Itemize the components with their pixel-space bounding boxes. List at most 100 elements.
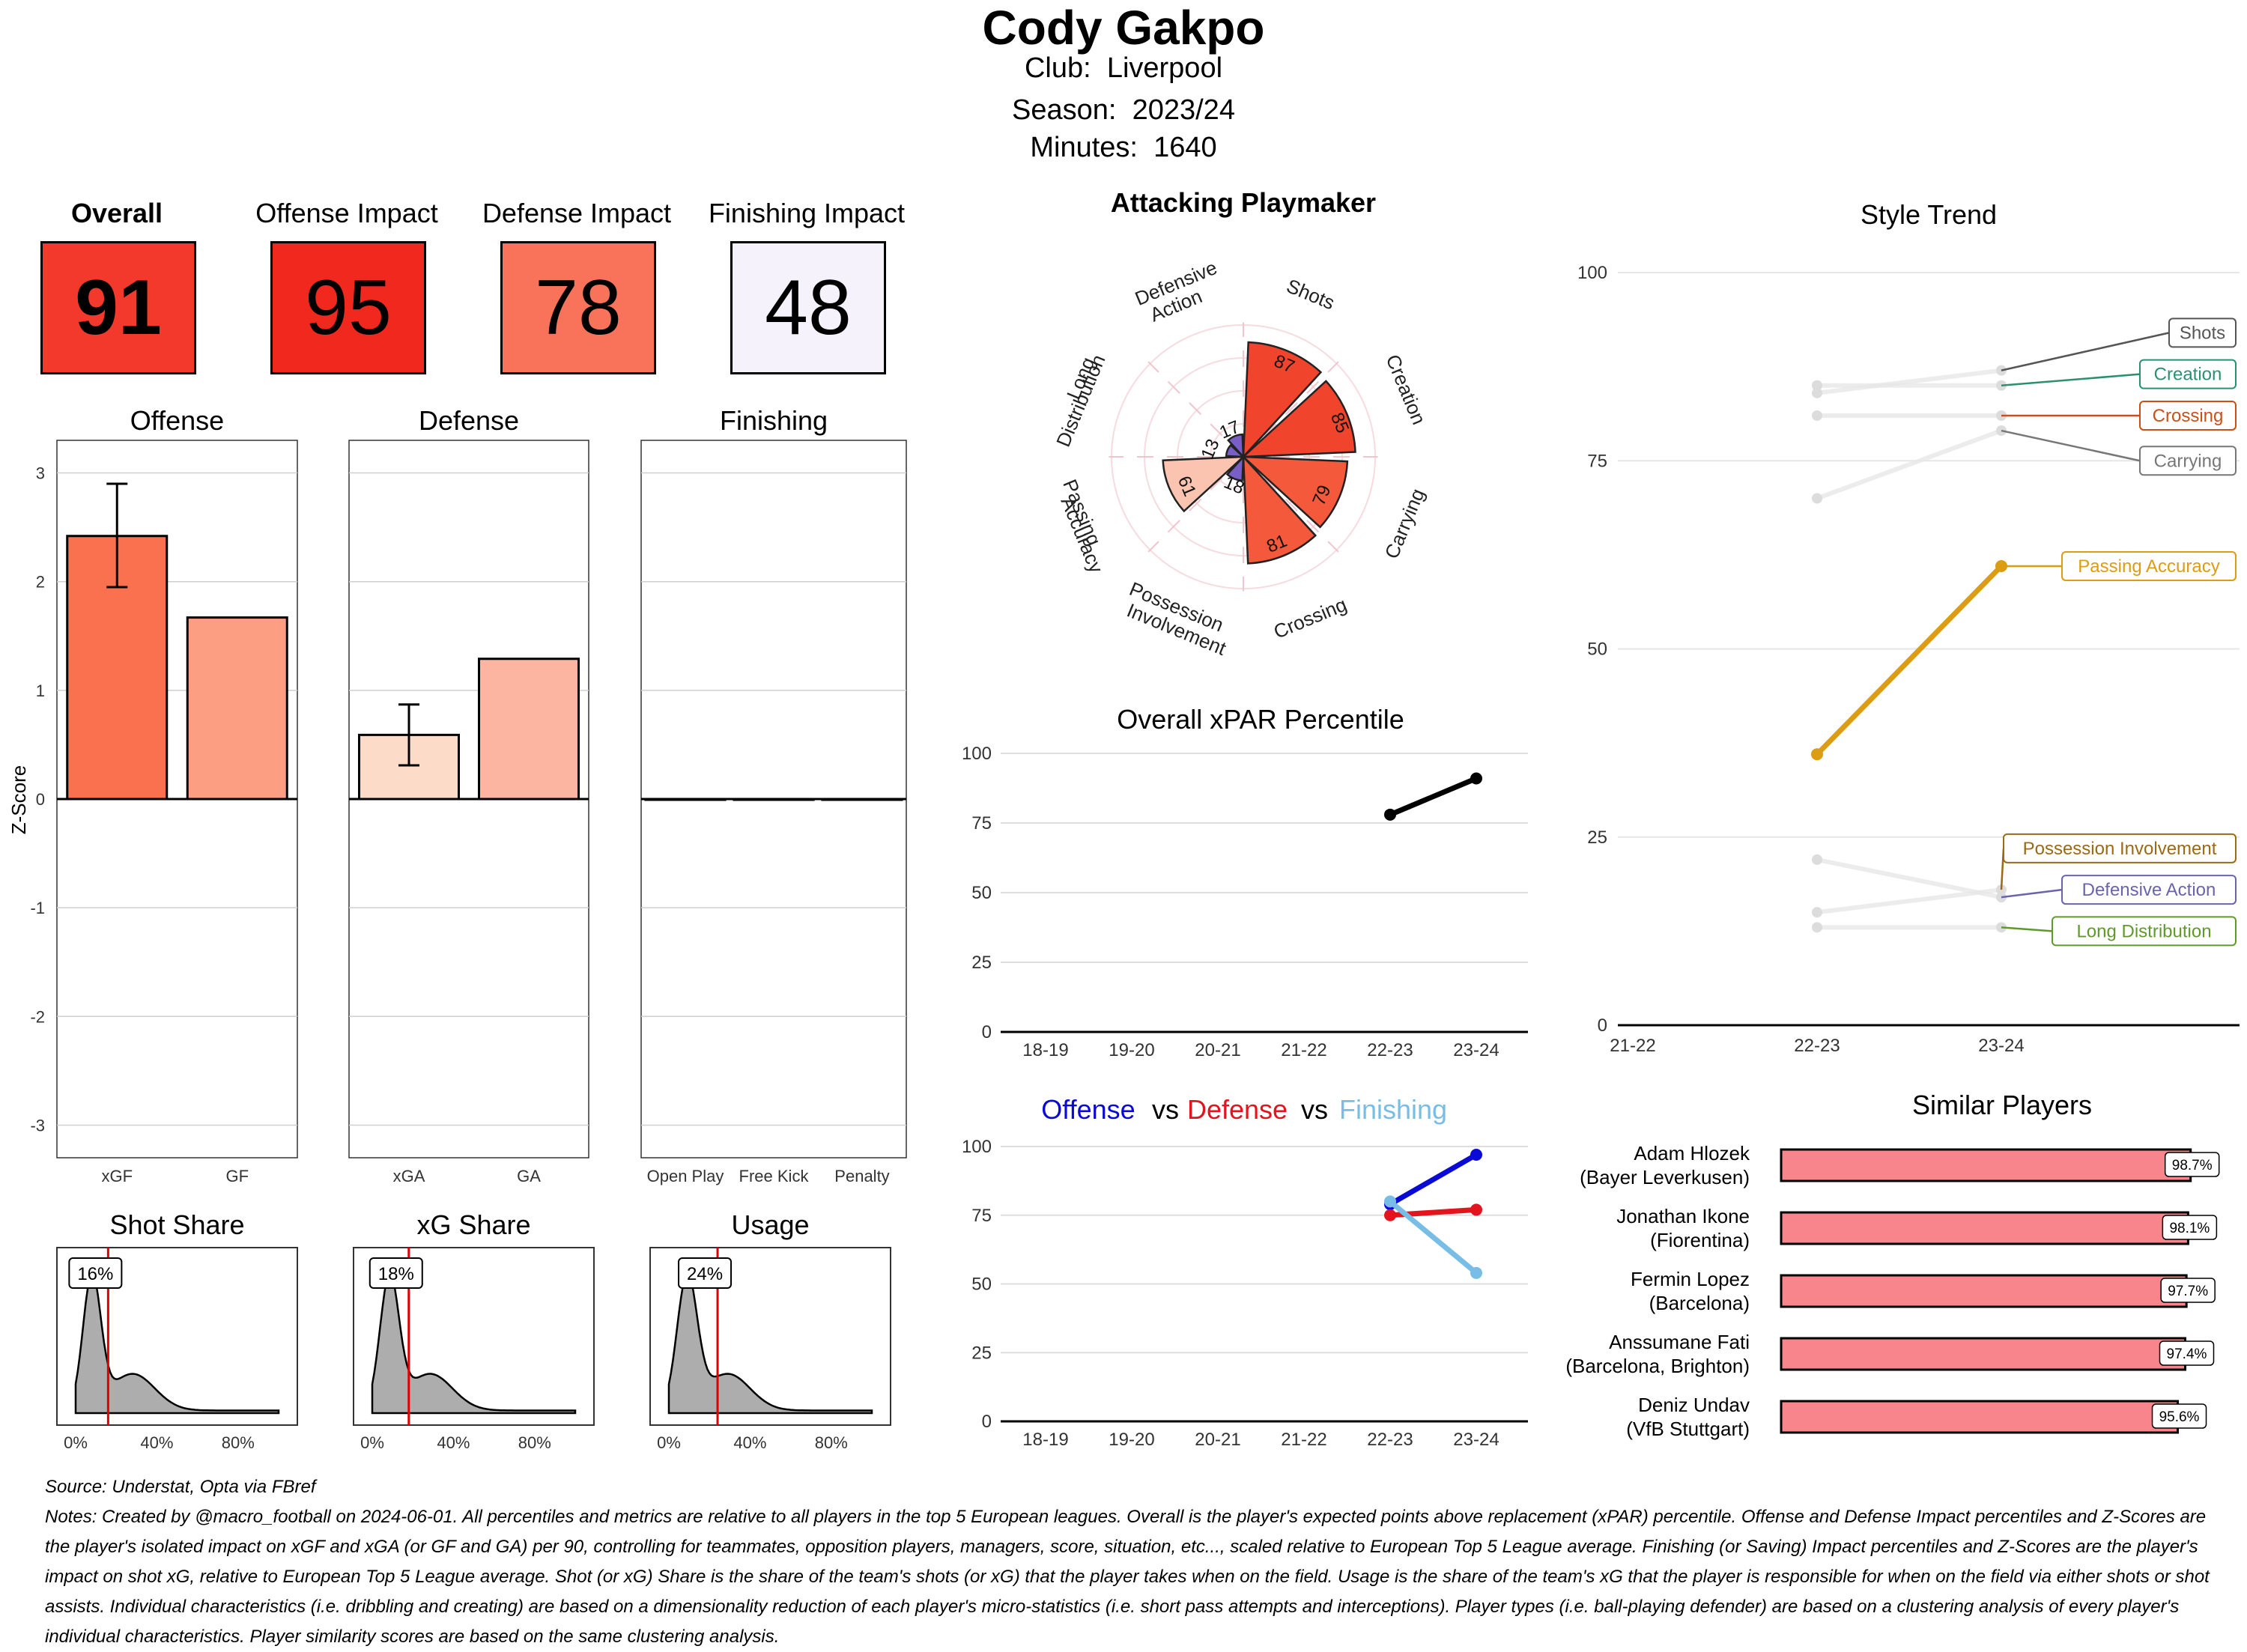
x-tick-label: 18-19 bbox=[1022, 1040, 1068, 1060]
x-tick-label: 20-21 bbox=[1195, 1430, 1240, 1450]
player-name: Cody Gakpo bbox=[982, 1, 1265, 55]
kpi-offense-title: Offense Impact bbox=[255, 198, 438, 228]
similar-player-name: Adam Hlozek bbox=[1634, 1142, 1750, 1164]
series-point bbox=[1384, 1209, 1396, 1221]
note-line: impact on shot xG, relative to European … bbox=[45, 1567, 2210, 1587]
similar-player-club: (Fiorentina) bbox=[1650, 1229, 1750, 1251]
similarity-label-box bbox=[2164, 1152, 2220, 1177]
note-line: assists. Individual characteristics (i.e… bbox=[45, 1597, 2180, 1617]
style-line bbox=[1816, 368, 2002, 395]
x-tick-label: 22-23 bbox=[1794, 1036, 1840, 1056]
similarity-label-box bbox=[2159, 1340, 2215, 1366]
y-tick-label: 0 bbox=[982, 1412, 992, 1432]
style-series-label: Shots bbox=[2180, 323, 2225, 343]
odf-title-part: vs bbox=[1301, 1094, 1328, 1125]
style-title: Style Trend bbox=[1861, 199, 1997, 230]
style-series-label: Crossing bbox=[2153, 406, 2224, 426]
x-tick-label: 0% bbox=[657, 1433, 681, 1452]
radar-bar bbox=[1162, 455, 1246, 513]
similar-player-name: Jonathan Ikone bbox=[1616, 1205, 1750, 1227]
season-label: Season: bbox=[1012, 94, 1117, 126]
style-series-label: Carrying bbox=[2154, 451, 2222, 471]
x-tick-label: 80% bbox=[222, 1433, 255, 1452]
y-tick-label: 25 bbox=[971, 1343, 992, 1363]
style-series-label: Creation bbox=[2154, 365, 2222, 385]
style-point bbox=[1812, 854, 1822, 865]
style-point bbox=[1812, 380, 1822, 391]
kpi-overall-title: Overall bbox=[70, 198, 163, 228]
panel-title: Finishing bbox=[720, 405, 828, 436]
x-tick-label: 0% bbox=[64, 1433, 88, 1452]
radar-category-label: Shots bbox=[1283, 274, 1338, 314]
style-label-box bbox=[2061, 875, 2237, 905]
x-tick-label: 23-24 bbox=[1453, 1430, 1499, 1450]
style-label-box bbox=[2139, 400, 2237, 431]
style-point bbox=[1812, 922, 1822, 933]
style-label-box bbox=[2061, 550, 2237, 581]
style-label-box bbox=[2003, 833, 2237, 863]
similarity-bar bbox=[1780, 1274, 2188, 1308]
bar bbox=[186, 616, 288, 801]
radar-bar bbox=[1240, 455, 1349, 529]
similarity-bar bbox=[1780, 1400, 2180, 1434]
y-tick-label: 0 bbox=[1598, 1015, 1607, 1036]
similarity-label-box bbox=[2162, 1215, 2218, 1240]
club-line: Club: Liverpool bbox=[0, 52, 2247, 85]
y-tick-label: 75 bbox=[1587, 451, 1607, 471]
radar-bar bbox=[1225, 443, 1246, 458]
x-tick-label: 21-22 bbox=[1610, 1036, 1655, 1056]
radar-category-label: Crossing bbox=[1270, 593, 1350, 643]
style-line bbox=[1816, 857, 2002, 900]
similarity-label: 98.1% bbox=[2169, 1221, 2210, 1236]
value-label-box bbox=[68, 1257, 123, 1289]
y-tick-label: 50 bbox=[971, 883, 992, 903]
y-tick-label: 25 bbox=[1587, 827, 1607, 848]
y-tick-label: -3 bbox=[30, 1116, 45, 1135]
x-tick-label: 40% bbox=[437, 1433, 470, 1452]
series-line-finishing bbox=[1388, 1199, 1479, 1275]
panel-title: Shot Share bbox=[109, 1209, 244, 1240]
series-point bbox=[1470, 1149, 1482, 1161]
style-line bbox=[1816, 887, 2002, 915]
x-tick-label: xGA bbox=[393, 1167, 425, 1185]
x-tick-label: 0% bbox=[360, 1433, 384, 1452]
source-note: Source: Understat, Opta via FBref bbox=[45, 1477, 316, 1497]
season-value: 2023/24 bbox=[1132, 94, 1235, 126]
kpi-defense-box: 78 bbox=[500, 241, 656, 374]
radar-bar bbox=[1242, 341, 1323, 460]
y-tick-label: 75 bbox=[971, 813, 992, 833]
odf-title-part: Defense bbox=[1187, 1094, 1288, 1125]
series-point bbox=[1384, 1195, 1396, 1208]
density-area bbox=[371, 1271, 577, 1415]
series-point bbox=[1470, 1266, 1482, 1279]
style-label-box bbox=[2168, 318, 2237, 348]
style-series-label: Defensive Action bbox=[2082, 880, 2216, 900]
x-tick-label: 19-20 bbox=[1109, 1430, 1154, 1450]
panel-title: Defense bbox=[419, 405, 519, 436]
style-series-label: Long Distribution bbox=[2076, 921, 2211, 941]
x-tick-label: 21-22 bbox=[1281, 1430, 1326, 1450]
x-tick-label: Penalty bbox=[834, 1167, 889, 1185]
value-label-box bbox=[369, 1257, 423, 1289]
club-value: Liverpool bbox=[1106, 52, 1223, 84]
x-tick-label: Open Play bbox=[647, 1167, 724, 1185]
similarity-bar bbox=[1780, 1211, 2189, 1245]
similar-player-club: (Bayer Leverkusen) bbox=[1580, 1166, 1750, 1188]
style-line bbox=[1816, 428, 2003, 501]
radar-bar bbox=[1227, 433, 1245, 460]
series-line-offense bbox=[1389, 1152, 1478, 1207]
style-point bbox=[1812, 907, 1822, 918]
minutes-label: Minutes: bbox=[1030, 132, 1138, 163]
y-tick-label: 75 bbox=[971, 1206, 992, 1226]
x-tick-label: 23-24 bbox=[1453, 1040, 1499, 1060]
y-tick-label: -1 bbox=[30, 899, 45, 917]
y-tick-label: 50 bbox=[971, 1275, 992, 1295]
value-label: 24% bbox=[687, 1264, 723, 1284]
y-tick-label: 50 bbox=[1587, 640, 1607, 660]
notes-block: Notes: Created by @macro_football on 202… bbox=[45, 1502, 2232, 1652]
y-tick-label: 100 bbox=[1577, 263, 1607, 283]
radar-title: Attacking Playmaker bbox=[1111, 187, 1376, 218]
minutes-line: Minutes: 1640 bbox=[0, 132, 2247, 164]
style-connector bbox=[2001, 429, 2141, 462]
series-point bbox=[1384, 808, 1396, 821]
